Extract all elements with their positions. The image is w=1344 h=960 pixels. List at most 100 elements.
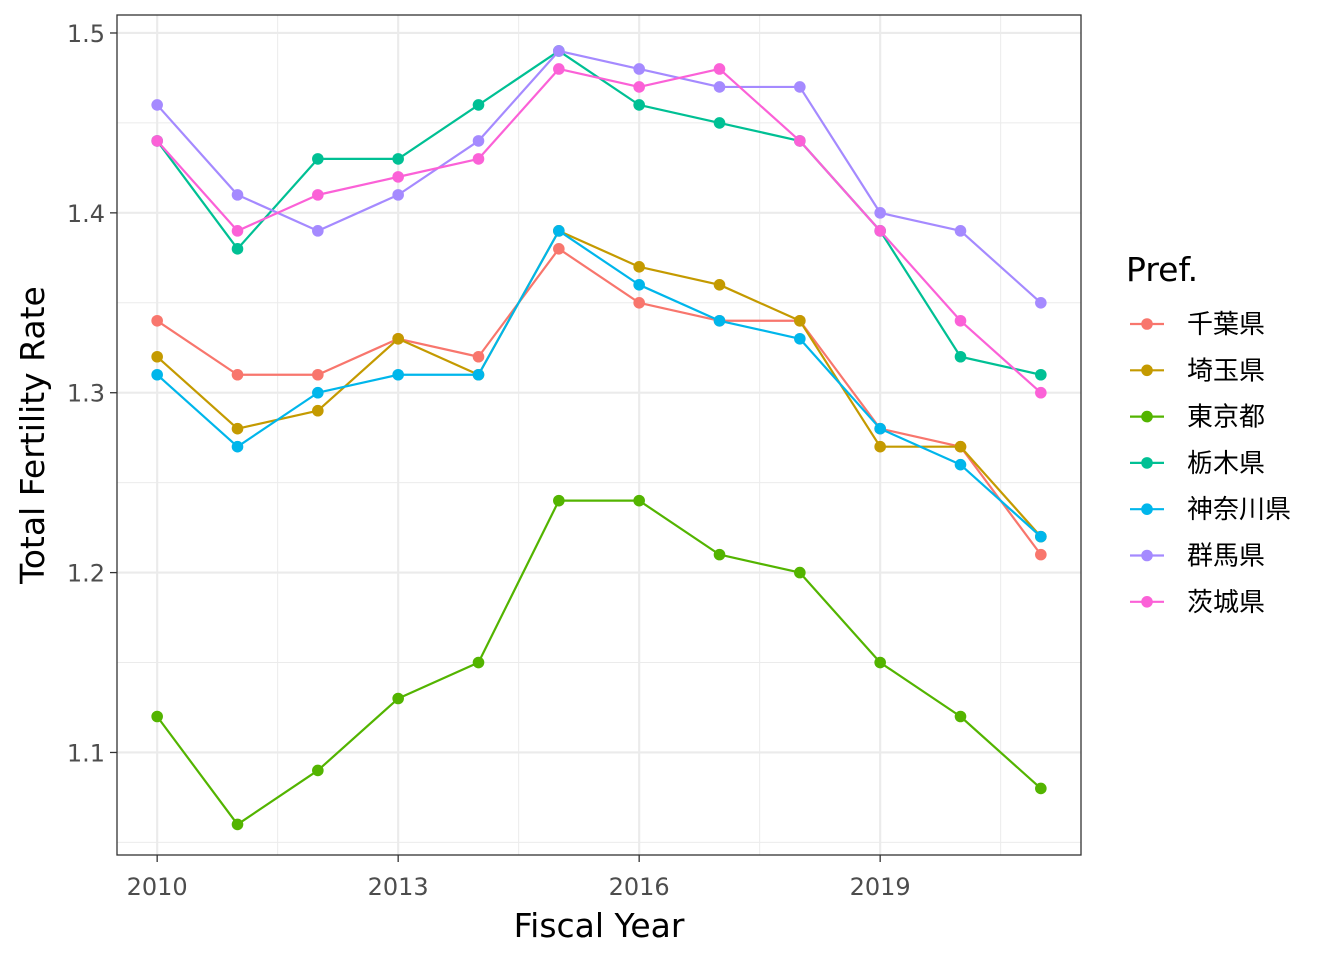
data-point	[954, 458, 967, 471]
tick-labels: 2010 2013 2016 2019 1.1 1.2 1.3 1.4 1.5	[67, 20, 911, 901]
data-point	[553, 45, 565, 57]
legend-item: 群馬県	[1130, 542, 1265, 572]
data-point	[633, 81, 645, 93]
legend-label: 千葉県	[1187, 310, 1265, 340]
y-axis-title: Total Fertility Rate	[13, 286, 52, 585]
data-point	[633, 279, 645, 291]
data-point	[874, 656, 886, 669]
data-point	[874, 422, 886, 435]
data-point	[472, 135, 485, 147]
legend-key-point	[1141, 318, 1153, 330]
data-point	[312, 764, 324, 777]
x-tick-label: 2013	[368, 873, 429, 901]
series-3	[151, 494, 1047, 831]
legend-label: 群馬県	[1187, 542, 1265, 572]
data-point	[312, 225, 324, 237]
x-tick-label: 2019	[850, 873, 911, 901]
legend-key-point	[1141, 364, 1153, 377]
data-point	[954, 710, 967, 723]
x-tick-label: 2010	[127, 873, 188, 901]
legend-key-point	[1141, 549, 1153, 562]
y-tick-label: 1.4	[67, 200, 105, 228]
data-point	[392, 189, 404, 201]
data-point	[312, 404, 324, 417]
x-tick-label: 2016	[609, 873, 670, 901]
data-point	[1035, 548, 1047, 561]
data-point	[151, 314, 163, 327]
data-point	[794, 332, 806, 345]
data-point	[392, 692, 404, 705]
data-point	[954, 350, 967, 363]
data-point	[312, 189, 324, 201]
legend-key-point	[1141, 596, 1153, 608]
data-point	[231, 225, 244, 237]
data-point	[392, 368, 404, 381]
series-line	[156, 67, 1042, 394]
data-point	[794, 314, 806, 327]
data-point	[1035, 368, 1047, 381]
data-point	[1035, 782, 1047, 795]
legend-label: 東京都	[1187, 403, 1265, 433]
data-point	[231, 368, 244, 381]
data-point	[151, 368, 163, 381]
data-point	[151, 99, 163, 111]
legend-key-point	[1141, 503, 1153, 515]
legend-item: 埼玉県	[1130, 356, 1265, 386]
data-point	[231, 243, 244, 255]
data-point	[472, 99, 485, 111]
data-point	[633, 63, 645, 75]
legend-label: 栃木県	[1187, 449, 1265, 479]
series-layer	[151, 45, 1047, 831]
data-point	[633, 494, 645, 507]
y-tick-label: 1.1	[67, 739, 105, 767]
series-line	[156, 49, 1042, 304]
data-point	[874, 440, 886, 453]
data-point	[954, 314, 967, 327]
data-point	[1035, 296, 1047, 309]
data-point	[553, 225, 565, 237]
legend-key-point	[1141, 457, 1153, 469]
legend-title: Pref.	[1126, 250, 1198, 289]
panel-border	[116, 14, 1082, 856]
series-line	[156, 499, 1042, 826]
data-point	[713, 63, 726, 75]
data-point	[794, 566, 806, 579]
axis-ticks	[110, 32, 881, 862]
data-point	[472, 656, 485, 669]
legend-item: 千葉県	[1130, 310, 1265, 340]
series-line	[156, 229, 1042, 538]
data-point	[713, 81, 726, 93]
data-point	[553, 243, 565, 255]
series-6	[151, 45, 1047, 309]
data-point	[794, 81, 806, 93]
y-tick-label: 1.5	[67, 20, 105, 48]
data-point	[472, 350, 485, 363]
data-point	[312, 386, 324, 399]
data-point	[392, 332, 404, 345]
series-line	[156, 229, 1042, 538]
legend-label: 茨城県	[1187, 588, 1265, 618]
legend-item: 栃木県	[1130, 449, 1265, 479]
y-tick-label: 1.2	[67, 560, 105, 588]
data-point	[954, 440, 967, 453]
data-point	[713, 117, 726, 129]
data-point	[553, 494, 565, 507]
data-point	[633, 296, 645, 309]
x-axis-title: Fiscal Year	[514, 906, 685, 945]
data-point	[1035, 386, 1047, 399]
data-point	[472, 368, 485, 381]
data-point	[392, 153, 404, 165]
data-point	[633, 261, 645, 273]
data-point	[553, 63, 565, 75]
legend-key-point	[1141, 410, 1153, 423]
legend-label: 神奈川県	[1187, 495, 1291, 525]
data-point	[472, 153, 485, 165]
data-point	[151, 135, 163, 147]
data-point	[231, 818, 244, 831]
series-line	[156, 247, 1042, 556]
data-point	[633, 99, 645, 111]
data-point	[713, 314, 726, 327]
legend-label: 埼玉県	[1187, 356, 1265, 386]
